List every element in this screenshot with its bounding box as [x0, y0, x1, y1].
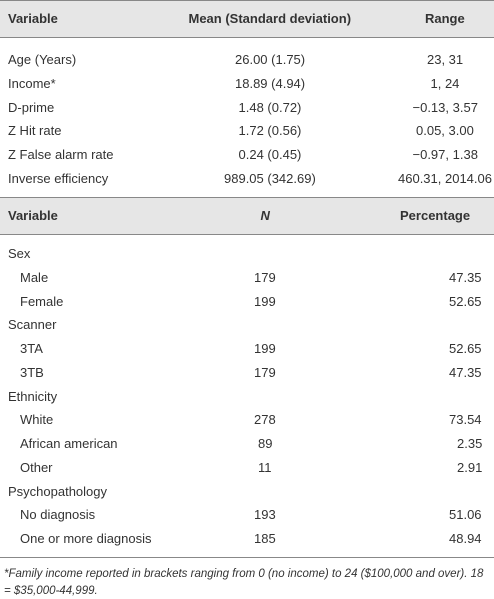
cell: 89 — [258, 436, 273, 451]
row-label: 3TB — [20, 364, 44, 380]
cell: 51.06 — [449, 507, 482, 523]
cell: 0.24 (0.45) — [238, 147, 302, 163]
cell: 23, 31 — [427, 52, 464, 67]
cell: 18.89 (4.94) — [235, 75, 306, 91]
row-label: Inverse efficiency — [8, 171, 109, 186]
cell: 460.31, 2014.06 — [398, 171, 492, 186]
row-label: Other — [20, 459, 53, 475]
group-label: Sex — [8, 246, 31, 261]
row-label: No diagnosis — [20, 507, 96, 523]
cell: 11 — [258, 459, 272, 475]
cell: 179 — [254, 364, 276, 380]
header-cell: Mean (Standard deviation) — [188, 11, 352, 26]
cell: 52.65 — [449, 341, 482, 356]
row-label: One or more diagnosis — [20, 531, 152, 546]
row-label: African american — [20, 436, 118, 451]
header-cell: Percentage — [400, 208, 471, 223]
bottom-rule — [0, 557, 494, 558]
cell: 0.05, 3.00 — [416, 123, 474, 139]
cell: −0.13, 3.57 — [412, 99, 478, 115]
header-cell: Range — [425, 11, 465, 26]
header-band — [0, 197, 494, 235]
cell: 73.54 — [449, 412, 482, 428]
row-label: 3TA — [20, 341, 43, 356]
cell: 278 — [254, 412, 276, 428]
cell: 179 — [254, 269, 276, 285]
cell: 1.48 (0.72) — [238, 99, 302, 115]
group-label: Ethnicity — [8, 388, 58, 404]
cell: 193 — [254, 507, 276, 523]
cell: −0.97, 1.38 — [412, 147, 478, 163]
cell: 52.65 — [449, 293, 482, 309]
header-cell: Variable — [8, 208, 58, 223]
cell: 1, 24 — [430, 75, 460, 91]
row-label: Income* — [8, 75, 56, 91]
row-label: Female — [20, 293, 64, 309]
cell: 26.00 (1.75) — [235, 52, 306, 67]
row-label: Z False alarm rate — [8, 147, 114, 163]
footnote: *Family income reported in brackets rang… — [4, 568, 484, 597]
header-band — [0, 0, 494, 38]
cell: 1.72 (0.56) — [238, 123, 302, 139]
cell: 185 — [254, 531, 276, 546]
header-cell: N — [260, 208, 270, 223]
header-cell: Variable — [8, 11, 58, 26]
group-label: Psychopathology — [8, 483, 108, 499]
cell: 989.05 (342.69) — [224, 171, 316, 186]
cell: 47.35 — [449, 364, 482, 380]
cell: 2.35 — [457, 436, 483, 451]
cell: 47.35 — [449, 269, 482, 285]
cell: 199 — [254, 341, 276, 356]
cell: 2.91 — [457, 459, 483, 475]
row-label: White — [20, 412, 54, 428]
group-label: Scanner — [8, 317, 57, 333]
cell: 199 — [254, 293, 276, 309]
row-label: Age (Years) — [8, 52, 77, 67]
row-label: D-prime — [8, 99, 55, 115]
cell: 48.94 — [449, 531, 482, 546]
row-label: Z Hit rate — [8, 123, 62, 139]
row-label: Male — [20, 269, 49, 285]
